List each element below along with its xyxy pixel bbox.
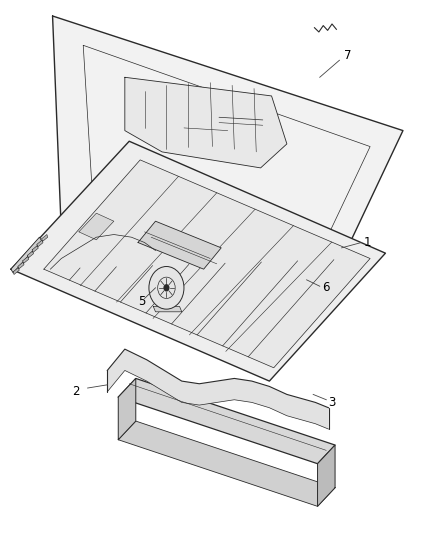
Polygon shape xyxy=(318,445,335,506)
Polygon shape xyxy=(11,141,385,381)
Circle shape xyxy=(283,260,290,268)
Circle shape xyxy=(126,185,133,193)
Circle shape xyxy=(163,284,170,292)
Polygon shape xyxy=(18,262,24,269)
Polygon shape xyxy=(331,237,359,253)
Polygon shape xyxy=(32,246,38,253)
Circle shape xyxy=(268,241,306,287)
Polygon shape xyxy=(11,237,42,273)
Polygon shape xyxy=(42,235,48,241)
Text: 5: 5 xyxy=(138,295,145,308)
Circle shape xyxy=(110,166,148,212)
Polygon shape xyxy=(27,251,33,258)
Polygon shape xyxy=(118,421,335,506)
Polygon shape xyxy=(125,77,287,168)
Circle shape xyxy=(149,266,184,309)
Text: 2: 2 xyxy=(72,385,80,398)
Text: 1: 1 xyxy=(364,236,371,249)
Polygon shape xyxy=(118,378,136,440)
Polygon shape xyxy=(53,16,403,344)
Polygon shape xyxy=(37,240,43,247)
Polygon shape xyxy=(13,268,19,274)
Polygon shape xyxy=(79,213,114,240)
Text: 7: 7 xyxy=(344,50,351,62)
Text: 3: 3 xyxy=(328,396,336,409)
Polygon shape xyxy=(23,256,29,263)
Polygon shape xyxy=(138,221,221,269)
Polygon shape xyxy=(118,378,335,464)
Text: 6: 6 xyxy=(322,281,329,294)
Polygon shape xyxy=(44,160,370,368)
Polygon shape xyxy=(77,200,107,205)
Polygon shape xyxy=(107,349,328,429)
Polygon shape xyxy=(153,306,182,312)
